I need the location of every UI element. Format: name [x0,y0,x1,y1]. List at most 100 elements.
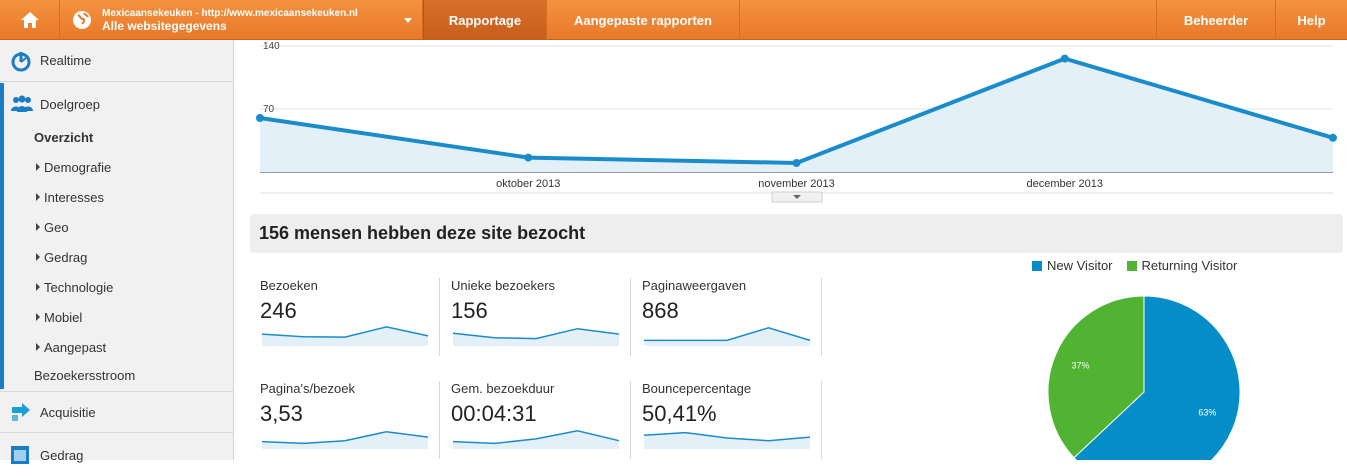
metric-value: 156 [451,298,488,323]
sidebar-item-mobiel[interactable]: Mobiel [36,307,82,327]
sparkline [452,327,620,346]
home-button[interactable] [0,0,60,40]
metric-tile[interactable]: Unieke bezoekers 156 [441,278,631,356]
metric-value: 00:04:31 [451,401,537,426]
sidebar-item-aangepast[interactable]: Aangepast [36,337,106,357]
sparkline [261,430,429,449]
sparkline-line [261,326,429,338]
pie-slice-label: 63% [1198,408,1216,418]
sparkline-fill [644,432,810,449]
y-tick-label: 70 [263,104,275,115]
metric-label: Unieke bezoekers [451,278,556,293]
visitor-type-pie-chart: 63% 37% [1047,295,1241,460]
sidebar-item-realtime[interactable]: Realtime [0,40,233,82]
sidebar-item-bezoekersstroom[interactable]: Bezoekersstroom [34,367,136,383]
chart-point[interactable] [256,114,264,122]
caret-right-icon [36,253,40,261]
chart-points [256,54,1337,167]
metric-value: 50,41% [642,401,717,426]
home-icon [20,12,39,28]
behavior-icon [11,446,29,464]
metric-label: Pagina's/bezoek [260,381,355,396]
admin-button[interactable]: Beheerder [1156,0,1276,40]
sidebar-item-doelgroep[interactable]: Doelgroep [0,83,233,125]
metric-label: Paginaweergaven [642,278,747,293]
chevron-down-icon [793,195,801,199]
metric-label: Bezoeken [260,278,318,293]
sparkline-fill [262,431,428,449]
tab-rapportage[interactable]: Rapportage [423,0,547,40]
help-button[interactable]: Help [1297,12,1326,28]
sparkline-line [452,327,620,340]
sidebar-item-overzicht[interactable]: Overzicht [34,129,94,145]
pie-slice[interactable] [1047,295,1145,459]
chart-point[interactable] [792,159,801,167]
sidebar-item-label: Realtime [40,53,92,68]
audience-icon [11,95,33,112]
legend-item-returning-visitor[interactable]: Returning Visitor [1126,258,1238,273]
sidebar-item-label: Gedrag [40,447,84,463]
sparkline-line [643,431,811,442]
caret-right-icon [36,163,40,171]
sidebar-item-demografie[interactable]: Demografie [36,157,111,177]
x-tick-label: december 2013 [1027,178,1103,190]
caret-right-icon [36,343,40,351]
sidebar-item-acquisitie[interactable]: Acquisitie [0,391,233,433]
sparkline-line [644,327,811,342]
legend-label: Returning Visitor [1141,258,1238,273]
account-selector[interactable]: Mexicaansekeuken - http://www.mexicaanse… [60,0,423,40]
realtime-icon [11,51,31,71]
y-tick-label: 140 [263,41,280,52]
caret-right-icon [36,313,40,321]
chart-area-fill [260,58,1333,172]
top-navigation-bar: Mexicaansekeuken - http://www.mexicaanse… [0,0,1347,40]
tab-aangepaste-rapporten[interactable]: Aangepaste rapporten [547,0,740,40]
legend-swatch [1126,260,1137,271]
chart-collapse-handle[interactable] [771,191,823,203]
metric-tile[interactable]: Bezoeken 246 [250,278,440,356]
metric-tile[interactable]: Gem. bezoekduur 00:04:31 [441,381,631,459]
sparkline [644,327,811,346]
sidebar-item-label: Acquisitie [40,404,96,420]
sparkline-line [261,430,429,445]
sidebar-item-gedrag-sub[interactable]: Gedrag [36,247,87,267]
sparkline-fill [262,326,428,346]
sparkline-line [452,430,620,445]
metric-tile[interactable]: Paginaweergaven 868 [632,278,822,356]
chevron-down-icon [404,18,412,23]
sidebar-item-label: Mobiel [44,309,83,325]
summary-headline: 156 mensen hebben deze site bezocht [250,214,1343,253]
sidebar-item-label: Geo [44,219,69,235]
pie-legend: New Visitor Returning Visitor [1032,258,1251,273]
x-tick-label: oktober 2013 [496,178,560,190]
sidebar-item-label: Doelgroep [40,96,100,112]
caret-right-icon [36,193,40,201]
visits-over-time-chart: 140 70 oktober 2013 november 2013 december 2… [256,41,1337,203]
sidebar-item-label: Demografie [44,159,112,175]
sparkline [452,430,620,449]
chart-point[interactable] [1060,54,1069,63]
sidebar-item-interesses[interactable]: Interesses [36,187,104,207]
sparkline [261,326,429,346]
metric-label: Bouncepercentage [642,381,752,396]
metric-label: Gem. bezoekduur [451,381,555,396]
sidebar: Realtime Doelgroep Overzicht Demografie … [0,40,234,464]
metric-value: 3,53 [260,401,303,426]
legend-item-new-visitor[interactable]: New Visitor [1032,258,1113,273]
chart-point[interactable] [1329,133,1337,142]
sidebar-item-label: Technologie [44,279,114,295]
legend-label: New Visitor [1047,258,1113,273]
account-url: Mexicaansekeuken - http://www.mexicaanse… [102,8,358,19]
metric-tile[interactable]: Pagina's/bezoek 3,53 [250,381,440,459]
metric-tile[interactable]: Bouncepercentage 50,41% [632,381,822,459]
active-section-indicator [0,83,4,389]
globe-icon [73,11,91,29]
sidebar-item-technologie[interactable]: Technologie [36,277,113,297]
sidebar-item-gedrag[interactable]: Gedrag [0,434,233,476]
chart-point[interactable] [524,153,533,162]
caret-right-icon [36,283,40,291]
sparkline-fill [453,328,619,346]
account-view-name: Alle websitegegevens [102,19,227,33]
sidebar-item-geo[interactable]: Geo [36,217,69,237]
x-tick-label: november 2013 [758,178,834,190]
